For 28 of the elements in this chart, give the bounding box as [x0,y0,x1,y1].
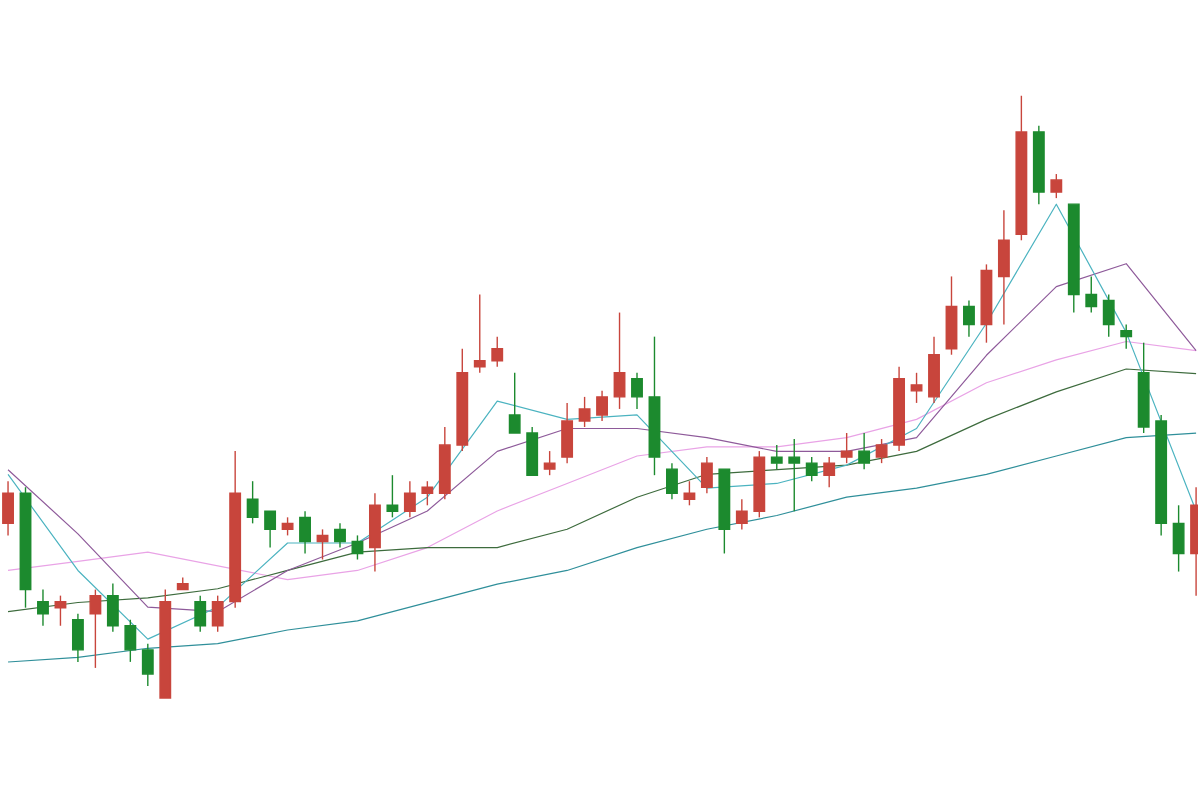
candlestick [2,480,14,537]
candlestick [1032,125,1045,205]
candlestick [893,366,906,452]
candlestick [963,299,975,338]
candlestick [823,456,836,488]
candlestick [141,643,154,687]
candlestick [229,450,242,609]
candlestick [700,456,713,494]
candlestick [666,462,678,500]
candlestick [928,335,940,404]
candlestick [37,588,49,627]
candlestick [788,438,801,513]
candlestick [334,522,346,549]
candlestick [858,432,871,470]
candlestick [299,510,311,555]
candlestick [403,480,416,519]
candlestick [438,426,451,500]
candlestick [1172,504,1185,573]
candlestick [1155,414,1168,537]
candlestick [631,372,643,410]
candlestick [369,492,381,573]
candlestick [561,402,574,464]
candlestick [596,390,608,422]
candlestick [735,498,748,531]
candlestick [106,582,119,633]
candlestick [648,335,661,476]
candlestick [71,613,84,663]
candlestick [997,209,1010,326]
